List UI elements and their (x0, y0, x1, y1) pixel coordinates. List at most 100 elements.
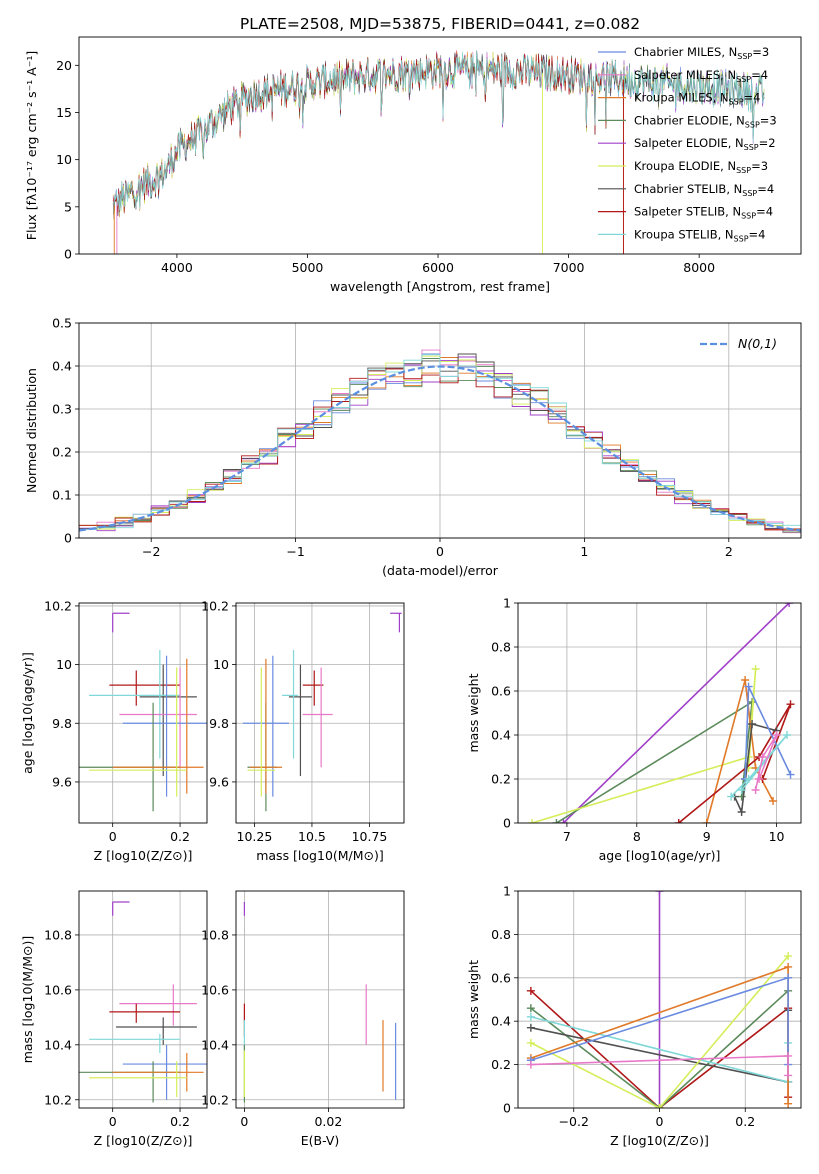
series-marker-salpeter_miles (751, 786, 760, 794)
y-axis-label: mass [log10(M/M⊙)] (20, 936, 35, 1064)
series-marker-kroupa_miles (784, 1099, 793, 1108)
x-tick-label: 0 (240, 1114, 248, 1129)
errorbar-salpeter_stelib (109, 1003, 181, 1023)
series-marker-kroupa_stelib (526, 1012, 535, 1021)
legend-label: N(0,1) (738, 336, 777, 351)
series-marker-kroupa_elodie (784, 952, 793, 961)
plot-area (242, 612, 402, 812)
series-line-chabrier_stelib (733, 722, 777, 815)
series-marker-salpeter_elodie (655, 891, 664, 895)
x-tick-label: −0.2 (559, 1114, 589, 1129)
histogram-kroupa_stelib (79, 354, 801, 538)
series-marker-kroupa_elodie (527, 819, 536, 823)
series-marker-chabrier_miles (786, 770, 795, 779)
panel-age_vs_mass: 10.25 10.5 10.75 9.6 9.8 10 10.2 mass [log10(M/… (201, 598, 405, 863)
y-tick-label: 1 (503, 884, 511, 899)
y-tick-label: 10.2 (44, 1092, 72, 1107)
y-tick-label: 10.6 (44, 982, 72, 997)
y-tick-label: 10.6 (201, 982, 229, 997)
legend-label: Salpeter ELODIE, NSSP=2 (634, 136, 776, 152)
series-line-kroupa_elodie (530, 955, 789, 1108)
errorbar-salpeter_elodie (112, 901, 130, 916)
errorbar-salpeter_miles (302, 667, 333, 768)
series-marker-chabrier_miles (784, 973, 793, 982)
series-marker-kroupa_stelib (737, 786, 746, 794)
axes-frame (235, 602, 405, 824)
errorbar-chabrier_stelib (139, 664, 197, 777)
series-marker-kroupa_stelib (727, 792, 736, 801)
x-tick-label: 1 (580, 544, 588, 559)
y-tick-label: 20 (56, 58, 72, 73)
x-tick-label: 0 (656, 1114, 664, 1129)
x-axis-label: Z [log10(Z/Z⊙)] (610, 1133, 709, 1148)
y-tick-label: 10.8 (44, 927, 72, 942)
x-tick-label: 5000 (292, 260, 324, 275)
x-axis-label: mass [log10(M/M⊙)] (256, 848, 384, 863)
x-tick-label: 10.75 (352, 829, 388, 844)
spectrum-line-kroupa_stelib (112, 51, 765, 213)
axes-frame (235, 890, 405, 1109)
axes-frame (517, 890, 802, 1109)
y-tick-label: 10.2 (201, 1092, 229, 1107)
y-tick-label: 0.2 (52, 445, 72, 460)
x-axis-label: (data-model)/error (382, 563, 499, 578)
series-marker-kroupa_miles (769, 797, 778, 805)
plot-area (112, 49, 765, 254)
series-marker-kroupa_elodie (751, 665, 760, 673)
x-tick-label: 6000 (422, 260, 454, 275)
series-marker-salpeter_miles (772, 731, 781, 739)
y-tick-label: 0.8 (491, 640, 511, 655)
errorbar-chabrier_miles (122, 655, 207, 797)
plot-area (243, 901, 397, 1103)
x-axis-label: E(B-V) (301, 1133, 340, 1148)
series-marker-salpeter_stelib (786, 700, 795, 709)
x-tick-label: 10.25 (237, 829, 273, 844)
x-tick-label: 0 (109, 1114, 117, 1129)
y-tick-label: 0.5 (52, 316, 72, 331)
series-marker-salpeter_elodie (785, 603, 794, 607)
legend-label: Kroupa ELODIE, NSSP=3 (634, 159, 768, 175)
series-line-kroupa_stelib (730, 734, 788, 798)
panel-mass_vs_z: 0 0.2 10.2 10.4 10.6 10.8 Z [log10(Z/Z⊙)] mass … (20, 890, 208, 1148)
series-marker-kroupa_elodie (526, 1038, 535, 1047)
axes-frame (517, 602, 802, 824)
y-tick-label: 0.6 (491, 684, 511, 699)
errorbar-salpeter_miles (119, 984, 197, 1026)
errorbar-salpeter_miles (119, 667, 197, 768)
y-tick-label: 0 (64, 531, 72, 546)
legend-label: Chabrier STELIB, NSSP=4 (634, 182, 774, 198)
y-tick-label: 10.2 (201, 598, 229, 613)
y-tick-label: 0.3 (52, 402, 72, 417)
x-tick-label: 2 (725, 544, 733, 559)
y-axis-label: mass weight (466, 960, 481, 1039)
errorbar-chabrier_elodie (79, 702, 181, 812)
errorbar-kroupa_elodie (89, 1061, 187, 1098)
x-axis-label: Z [log10(Z/Z⊙)] (94, 1133, 193, 1148)
axes-frame (78, 322, 802, 539)
series-marker-kroupa_stelib (783, 731, 792, 739)
plot-area (79, 612, 207, 812)
x-axis-label: wavelength [Angstrom, rest frame] (330, 279, 550, 294)
y-tick-label: 0 (64, 247, 72, 262)
y-tick-label: 5 (64, 199, 72, 214)
y-axis-label: Normed distribution (24, 368, 39, 493)
y-tick-label: 10.2 (44, 598, 72, 613)
errorbar-chabrier_stelib (288, 664, 312, 777)
panel-spectrum: 4000 5000 6000 7000 8000 0 5 10 15 20 wavelength [… (24, 36, 802, 294)
plot-area (79, 901, 207, 1103)
series-marker-salpeter_stelib (526, 986, 535, 995)
series-marker-chabrier_elodie (526, 1004, 535, 1013)
errorbar-kroupa_elodie (89, 667, 187, 797)
y-tick-label: 10 (56, 152, 72, 167)
series-marker-salpeter_miles (784, 1051, 793, 1060)
panel-mass_vs_ebv: 0 0.02 10.2 10.4 10.6 10.8 E(B-V) (201, 890, 405, 1148)
errorbar-salpeter_elodie (112, 612, 130, 633)
series-marker-chabrier_stelib (737, 808, 746, 816)
errorbar-salpeter_stelib (302, 670, 324, 706)
y-tick-label: 10 (56, 657, 72, 672)
normal-curve (79, 365, 801, 532)
axes-frame (78, 890, 208, 1109)
panel-weight_vs_age: 7 8 9 10 0 0.2 0.4 0.6 0.8 1 age [log10(age/yr)] ma… (466, 596, 802, 863)
x-tick-label: 0 (436, 544, 444, 559)
